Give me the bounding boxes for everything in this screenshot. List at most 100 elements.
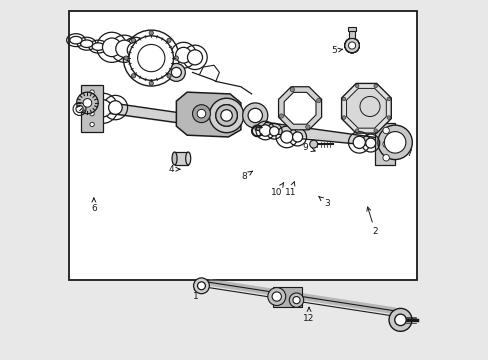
Circle shape (289, 293, 303, 307)
Circle shape (221, 110, 232, 121)
Text: 11: 11 (284, 182, 296, 197)
Ellipse shape (70, 36, 82, 44)
Text: 8: 8 (241, 171, 252, 181)
Bar (347, 27, 356, 31)
Circle shape (77, 92, 98, 114)
Circle shape (344, 39, 359, 53)
Text: 1: 1 (193, 286, 199, 301)
Circle shape (292, 297, 300, 304)
Text: 2: 2 (366, 207, 377, 237)
Circle shape (352, 136, 365, 148)
Circle shape (83, 99, 92, 107)
Circle shape (171, 67, 181, 77)
Circle shape (127, 42, 142, 58)
Bar (69, 12, 416, 280)
Circle shape (124, 56, 128, 60)
Circle shape (149, 81, 153, 85)
Circle shape (292, 132, 302, 142)
Polygon shape (278, 87, 321, 130)
Circle shape (394, 314, 406, 325)
Circle shape (76, 105, 83, 113)
Circle shape (116, 40, 133, 57)
Circle shape (267, 288, 285, 306)
Text: 10: 10 (270, 183, 283, 197)
Circle shape (166, 74, 171, 78)
Circle shape (373, 129, 377, 132)
Bar (81, 85, 102, 132)
Bar (375, 123, 394, 165)
Circle shape (193, 278, 209, 294)
Circle shape (90, 122, 94, 127)
Circle shape (197, 109, 205, 118)
Circle shape (355, 84, 358, 88)
Ellipse shape (81, 40, 93, 48)
Circle shape (355, 129, 358, 132)
Circle shape (108, 101, 122, 114)
Circle shape (386, 97, 390, 101)
Circle shape (247, 108, 262, 123)
Circle shape (342, 97, 345, 101)
Circle shape (215, 105, 237, 126)
Text: 7: 7 (400, 149, 411, 158)
Circle shape (377, 125, 411, 159)
Circle shape (192, 105, 210, 123)
Bar (273, 287, 301, 307)
Circle shape (382, 127, 388, 134)
Circle shape (167, 63, 185, 81)
Circle shape (259, 125, 270, 136)
Circle shape (187, 50, 202, 65)
Circle shape (344, 39, 359, 53)
Ellipse shape (92, 43, 104, 50)
Circle shape (386, 116, 390, 119)
Circle shape (348, 42, 355, 49)
Text: 12: 12 (303, 307, 314, 323)
Circle shape (197, 282, 205, 290)
Circle shape (388, 309, 411, 331)
Circle shape (131, 74, 135, 78)
Polygon shape (176, 92, 241, 137)
Circle shape (279, 114, 283, 118)
Circle shape (137, 44, 164, 72)
Bar (348, 30, 355, 39)
Circle shape (305, 125, 309, 129)
Circle shape (90, 90, 94, 94)
Circle shape (166, 38, 171, 42)
Circle shape (269, 127, 278, 136)
Circle shape (280, 131, 292, 143)
Circle shape (175, 47, 191, 63)
Bar (174, 152, 188, 165)
Circle shape (382, 141, 388, 147)
Polygon shape (341, 84, 390, 133)
Text: 6: 6 (91, 198, 97, 213)
Circle shape (309, 140, 317, 148)
Text: 3: 3 (318, 197, 329, 208)
Text: 4: 4 (168, 165, 180, 174)
Circle shape (90, 112, 94, 116)
Circle shape (384, 132, 405, 153)
Circle shape (316, 98, 320, 103)
Circle shape (174, 56, 178, 60)
Circle shape (344, 39, 359, 53)
Circle shape (242, 103, 267, 128)
Circle shape (209, 98, 244, 133)
Circle shape (131, 38, 135, 42)
Circle shape (344, 39, 359, 53)
Ellipse shape (185, 152, 190, 165)
Circle shape (271, 292, 281, 301)
Circle shape (90, 101, 94, 105)
Circle shape (215, 105, 237, 126)
Ellipse shape (172, 152, 177, 165)
Circle shape (129, 36, 173, 80)
Circle shape (344, 39, 359, 53)
Text: 5: 5 (330, 46, 342, 55)
Text: 9: 9 (302, 143, 315, 152)
Circle shape (365, 138, 375, 148)
Circle shape (94, 100, 111, 117)
Polygon shape (346, 89, 386, 128)
Circle shape (373, 84, 377, 88)
Polygon shape (284, 93, 315, 124)
Circle shape (344, 39, 359, 53)
Circle shape (342, 116, 345, 119)
Circle shape (344, 39, 359, 53)
Circle shape (102, 38, 121, 57)
